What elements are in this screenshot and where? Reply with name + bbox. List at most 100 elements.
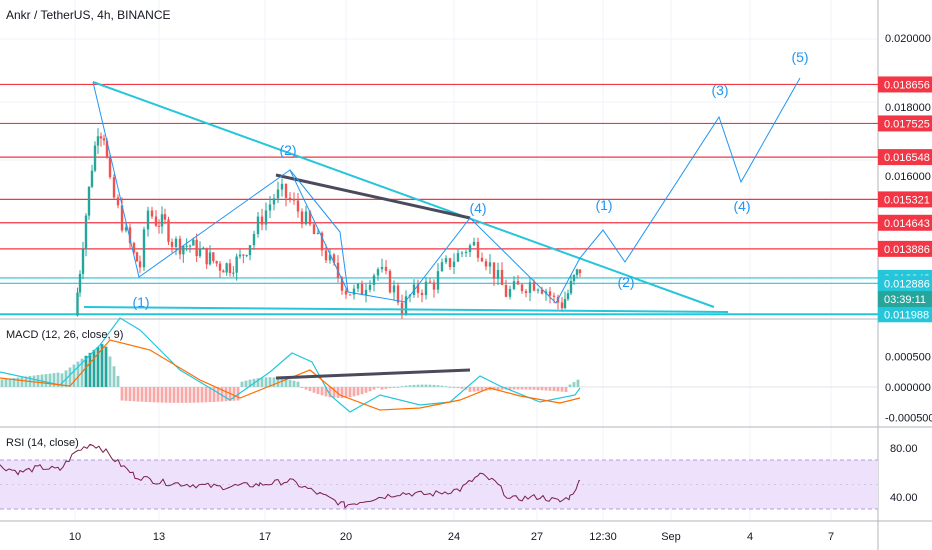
base-trendline bbox=[83, 306, 729, 313]
macd-histogram-bar bbox=[124, 387, 128, 401]
macd-histogram-bar bbox=[524, 387, 528, 390]
candle-body bbox=[512, 281, 516, 289]
macd-histogram-bar bbox=[516, 387, 520, 390]
candle-body bbox=[222, 270, 225, 273]
signal-line bbox=[0, 339, 581, 411]
macd-histogram-bar bbox=[400, 386, 404, 388]
macd-histogram-bar bbox=[472, 387, 476, 392]
macd-histogram-bar bbox=[0, 379, 4, 387]
macd-histogram-bar bbox=[404, 385, 408, 387]
macd-histogram-bar bbox=[108, 356, 112, 387]
price-tick-label: 0.020000 bbox=[885, 33, 931, 45]
descending-trendline bbox=[92, 81, 715, 308]
macd-histogram-bar bbox=[52, 373, 56, 387]
macd-histogram-bar bbox=[116, 376, 120, 387]
candle-body bbox=[560, 302, 564, 309]
candle-body bbox=[232, 272, 235, 274]
macd-histogram-bar bbox=[356, 387, 360, 396]
macd-histogram-bar bbox=[248, 379, 252, 387]
candle-body bbox=[105, 140, 109, 158]
price-tick-label: 0.016000 bbox=[885, 171, 931, 183]
macd-histogram-bar bbox=[120, 387, 124, 401]
macd-histogram-bar bbox=[360, 387, 364, 395]
macd-histogram-bar bbox=[408, 385, 412, 387]
resistance-tag bbox=[878, 76, 932, 93]
macd-histogram-bar bbox=[432, 384, 436, 387]
candle-body bbox=[212, 252, 215, 262]
candle-body bbox=[242, 254, 245, 256]
macd-histogram-bar bbox=[60, 373, 64, 387]
macd-histogram-bar bbox=[240, 381, 244, 387]
candle-body bbox=[256, 216, 260, 235]
wave-label: (4) bbox=[469, 200, 486, 216]
macd-histogram-bar bbox=[452, 387, 456, 388]
macd-histogram-bar bbox=[332, 387, 336, 398]
macd-histogram-bar bbox=[468, 387, 472, 392]
macd-histogram-bar bbox=[4, 378, 8, 387]
macd-histogram-bar bbox=[204, 387, 208, 403]
macd-histogram-bar bbox=[540, 387, 544, 391]
candle-body bbox=[348, 294, 352, 296]
candle-body bbox=[87, 186, 91, 216]
candle-body bbox=[392, 285, 396, 293]
candle-body bbox=[472, 241, 476, 246]
macd-histogram-bar bbox=[256, 378, 260, 387]
macd-histogram-bar bbox=[140, 387, 144, 402]
candle-body bbox=[304, 211, 308, 225]
macd-histogram-bar bbox=[200, 387, 204, 403]
symbol-title[interactable]: Ankr / TetherUS, 4h, BINANCE bbox=[6, 8, 171, 22]
price-axis[interactable]: 0.020000 0.018000 0.016000 0.018656 0.017525… bbox=[878, 33, 932, 504]
candle-body bbox=[174, 238, 178, 247]
macd-histogram-bar bbox=[48, 373, 52, 387]
macd-histogram-bar bbox=[180, 387, 184, 403]
candle-body bbox=[84, 215, 88, 250]
macd-histogram-bar bbox=[480, 387, 484, 391]
macd-histogram-bar bbox=[316, 387, 320, 395]
macd-histogram-bar bbox=[508, 387, 512, 390]
candle-body bbox=[195, 239, 198, 257]
candle-body bbox=[508, 288, 512, 297]
macd-histogram-bar bbox=[448, 386, 452, 388]
candle-body bbox=[384, 266, 388, 271]
wave-label: (3) bbox=[711, 82, 728, 98]
macd-histogram-bar bbox=[112, 366, 116, 387]
candle-body bbox=[78, 273, 82, 293]
time-axis[interactable]: 10 13 17 20 24 27 12:30 Sep 4 7 bbox=[69, 531, 834, 543]
macd-histogram-bar bbox=[172, 387, 176, 403]
wave-label: (4) bbox=[733, 198, 750, 214]
macd-histogram-bar bbox=[8, 378, 12, 387]
macd-histogram-bar bbox=[16, 377, 20, 387]
macd-histogram-bar bbox=[528, 387, 532, 390]
macd-histogram-bar bbox=[232, 387, 236, 401]
wave-label: (2) bbox=[279, 142, 296, 158]
macd-histogram-bar bbox=[556, 387, 560, 392]
macd-histogram-bar bbox=[164, 387, 168, 403]
macd-histogram-bar bbox=[296, 381, 300, 387]
candle-body bbox=[185, 245, 188, 247]
candle-body bbox=[135, 252, 139, 262]
candle-body bbox=[444, 258, 448, 263]
candle-body bbox=[488, 262, 492, 267]
candle-body bbox=[380, 266, 384, 270]
macd-histogram-bar bbox=[208, 387, 212, 403]
candle-body bbox=[188, 245, 192, 247]
candle-body bbox=[112, 177, 116, 198]
macd-histogram-bar bbox=[96, 346, 100, 387]
macd-histogram-bar bbox=[76, 361, 80, 387]
candle-body bbox=[312, 224, 316, 235]
time-tick-label: 24 bbox=[448, 531, 460, 543]
macd-histogram-bar bbox=[168, 387, 172, 403]
macd-histogram-bar bbox=[100, 344, 104, 387]
macd-histogram-bar bbox=[548, 387, 552, 391]
macd-histogram-bar bbox=[348, 387, 352, 398]
macd-histogram-bar bbox=[104, 346, 108, 387]
time-tick-label: 7 bbox=[828, 531, 834, 543]
rsi-label[interactable]: RSI (14, close) bbox=[6, 437, 79, 449]
macd-histogram-bar bbox=[320, 387, 324, 396]
macd-label[interactable]: MACD (12, 26, close, 9) bbox=[6, 329, 124, 341]
candle-body bbox=[376, 269, 380, 276]
rsi-tick-label: 80.00 bbox=[890, 443, 918, 455]
macd-histogram-bar bbox=[572, 382, 576, 387]
macd-divergence-line bbox=[275, 368, 471, 380]
